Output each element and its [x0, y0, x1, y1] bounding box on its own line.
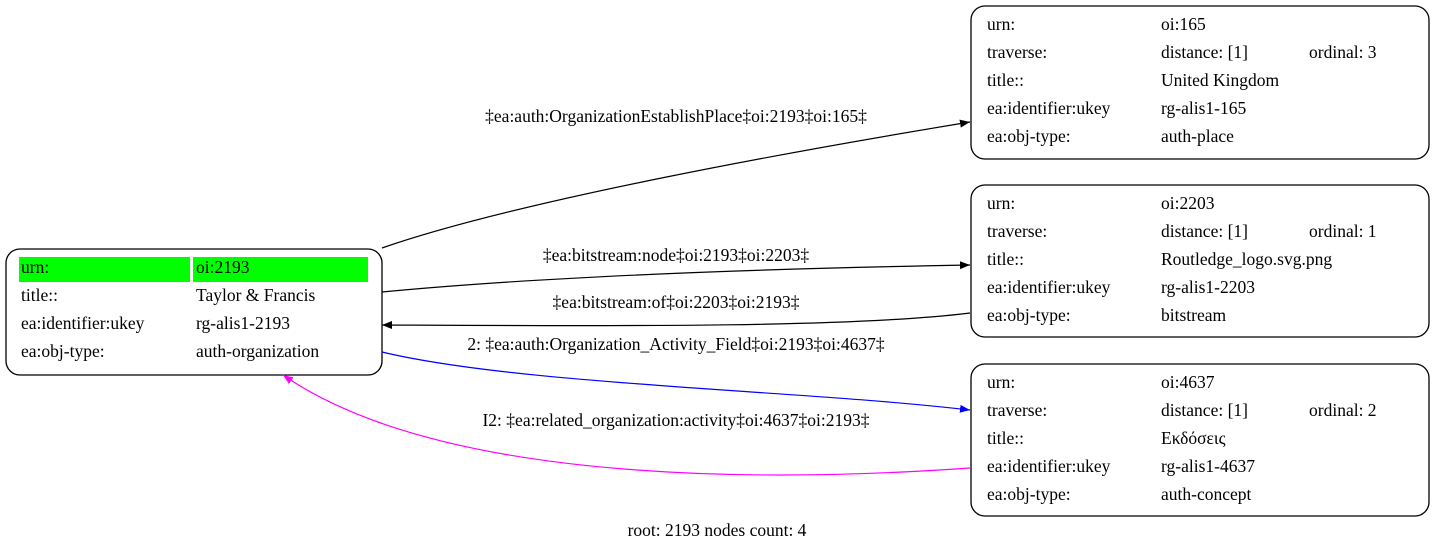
node-field: traverse: [987, 400, 1047, 420]
node-field: rg-alis1-2203 [1161, 277, 1255, 297]
node-field: ea:obj-type: [987, 126, 1071, 146]
node-box [970, 5, 1430, 160]
edge-label: I2: ‡ea:related_organization:activity‡oi… [482, 410, 869, 430]
node-field: traverse: [987, 42, 1047, 62]
node-field: auth-organization [196, 341, 319, 361]
node-field: Εκδόσεις [1161, 428, 1226, 448]
node-field: urn: [987, 372, 1015, 392]
node-field: rg-alis1-165 [1161, 98, 1246, 118]
edge-label: ‡ea:auth:OrganizationEstablishPlace‡oi:2… [485, 106, 867, 126]
edge-label: ‡ea:bitstream:node‡oi:2193‡oi:2203‡ [543, 245, 810, 265]
node-field: ea:identifier:ukey [987, 456, 1111, 476]
node-field: ea:obj-type: [987, 484, 1071, 504]
node-field: ea:identifier:ukey [21, 313, 145, 333]
node-field: urn: [987, 14, 1015, 34]
node-field: urn: [21, 257, 49, 277]
node-field: distance: [1] [1161, 42, 1248, 62]
node-field: distance: [1] [1161, 400, 1248, 420]
node-field: oi:4637 [1161, 372, 1215, 392]
node-field: oi:165 [1161, 14, 1206, 34]
edge-label: 2: ‡ea:auth:Organization_Activity_Field‡… [467, 334, 884, 354]
node-field: rg-alis1-2193 [196, 313, 290, 333]
node-field: rg-alis1-4637 [1161, 456, 1255, 476]
node-field: Taylor & Francis [196, 285, 315, 305]
node-field: bitstream [1161, 305, 1227, 325]
edge [381, 351, 971, 413]
edge-label: ‡ea:bitstream:of‡oi:2203‡oi:2193‡ [553, 292, 800, 312]
node-box [970, 363, 1430, 517]
node-field: oi:2203 [1161, 193, 1215, 213]
node-field: ea:identifier:ukey [987, 277, 1111, 297]
node-field: ea:obj-type: [21, 341, 105, 361]
node-field: ordinal: 2 [1309, 400, 1377, 420]
node-field: auth-concept [1161, 484, 1252, 504]
node-field: ordinal: 3 [1309, 42, 1377, 62]
node-field: ordinal: 1 [1309, 221, 1377, 241]
node-field: title:: [987, 428, 1024, 448]
highlight [193, 257, 368, 282]
node-field: title:: [21, 285, 58, 305]
node-field: urn: [987, 193, 1015, 213]
node-field: distance: [1] [1161, 221, 1248, 241]
edge [381, 312, 971, 330]
node-field: ea:obj-type: [987, 305, 1071, 325]
footer: root: 2193 nodes count: 4 [628, 520, 807, 540]
node-box [970, 184, 1430, 338]
node-field: title:: [987, 70, 1024, 90]
edge [282, 374, 971, 476]
node-field: United Kingdom [1161, 70, 1280, 90]
highlight [19, 257, 190, 282]
node-field: ea:identifier:ukey [987, 98, 1111, 118]
edge [381, 261, 971, 293]
node-field: oi:2193 [196, 257, 250, 277]
node-field: auth-place [1161, 126, 1234, 146]
node-field: Routledge_logo.svg.png [1161, 249, 1332, 269]
edge [381, 119, 971, 249]
node-field: title:: [987, 249, 1024, 269]
node-field: traverse: [987, 221, 1047, 241]
